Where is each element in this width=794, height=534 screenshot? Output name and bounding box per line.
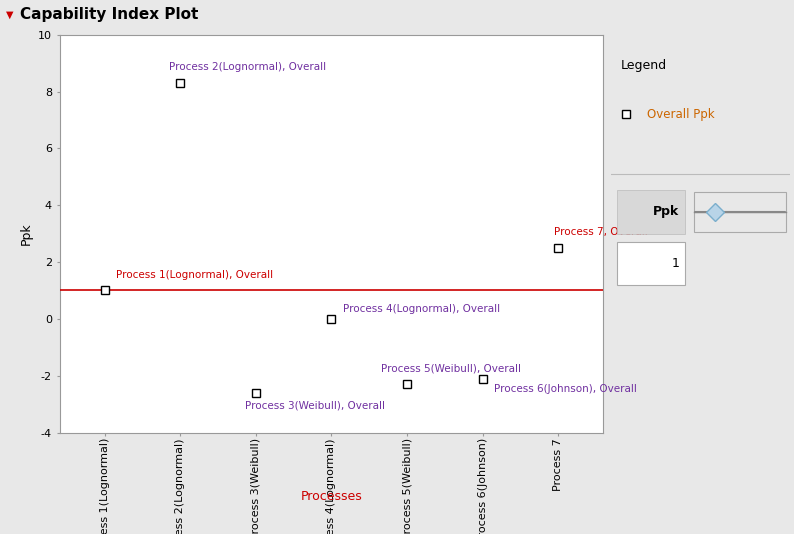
Text: Process 1(Lognormal), Overall: Process 1(Lognormal), Overall [116,270,273,280]
Text: Capability Index Plot: Capability Index Plot [20,7,198,22]
Text: Process 6(Johnson), Overall: Process 6(Johnson), Overall [494,384,637,394]
Text: Process 5(Weibull), Overall: Process 5(Weibull), Overall [380,364,521,374]
FancyBboxPatch shape [694,192,786,232]
Y-axis label: Ppk: Ppk [19,222,33,245]
Text: Process 3(Weibull), Overall: Process 3(Weibull), Overall [245,400,384,411]
Text: Ppk: Ppk [653,205,679,218]
Text: 1: 1 [672,257,679,270]
FancyBboxPatch shape [617,241,684,285]
Text: Processes: Processes [301,490,362,503]
Text: Overall Ppk: Overall Ppk [647,108,715,121]
Text: ▼: ▼ [6,10,13,20]
FancyBboxPatch shape [617,190,684,234]
Text: Legend: Legend [620,59,666,72]
Text: Process 4(Lognormal), Overall: Process 4(Lognormal), Overall [343,304,500,314]
Text: Process 2(Lognormal), Overall: Process 2(Lognormal), Overall [169,62,326,73]
Text: Process 7, Overall: Process 7, Overall [554,227,648,237]
